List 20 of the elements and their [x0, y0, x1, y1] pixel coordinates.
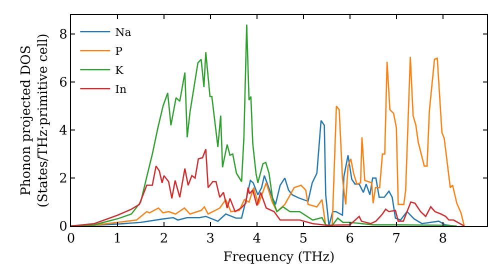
x-tick-label: 2: [160, 232, 168, 247]
x-tick-label: 1: [113, 232, 122, 247]
y-tick-label: 8: [59, 28, 68, 43]
y-tick-label: 0: [59, 220, 68, 235]
y-tick-label: 4: [59, 124, 68, 139]
y-tick-label: 6: [59, 76, 68, 91]
x-tick-label: 7: [392, 232, 400, 247]
x-tick-label: 5: [299, 232, 308, 247]
y-tick-label: 2: [59, 172, 68, 187]
legend-label: P: [115, 44, 124, 58]
line-series: [71, 148, 465, 226]
legend-label: K: [115, 64, 124, 77]
x-tick-label: 8: [438, 232, 447, 247]
x-tick-label: 4: [252, 232, 262, 247]
legend-label: Na: [115, 26, 132, 39]
x-tick-label: 6: [346, 232, 354, 247]
y-axis-title: Phonon projected DOS (States/THz·primitive cell): [19, 33, 52, 208]
legend-label: In: [115, 82, 127, 96]
x-axis-title: Frequency (THz): [223, 250, 335, 266]
x-tick-label: 3: [206, 232, 215, 247]
